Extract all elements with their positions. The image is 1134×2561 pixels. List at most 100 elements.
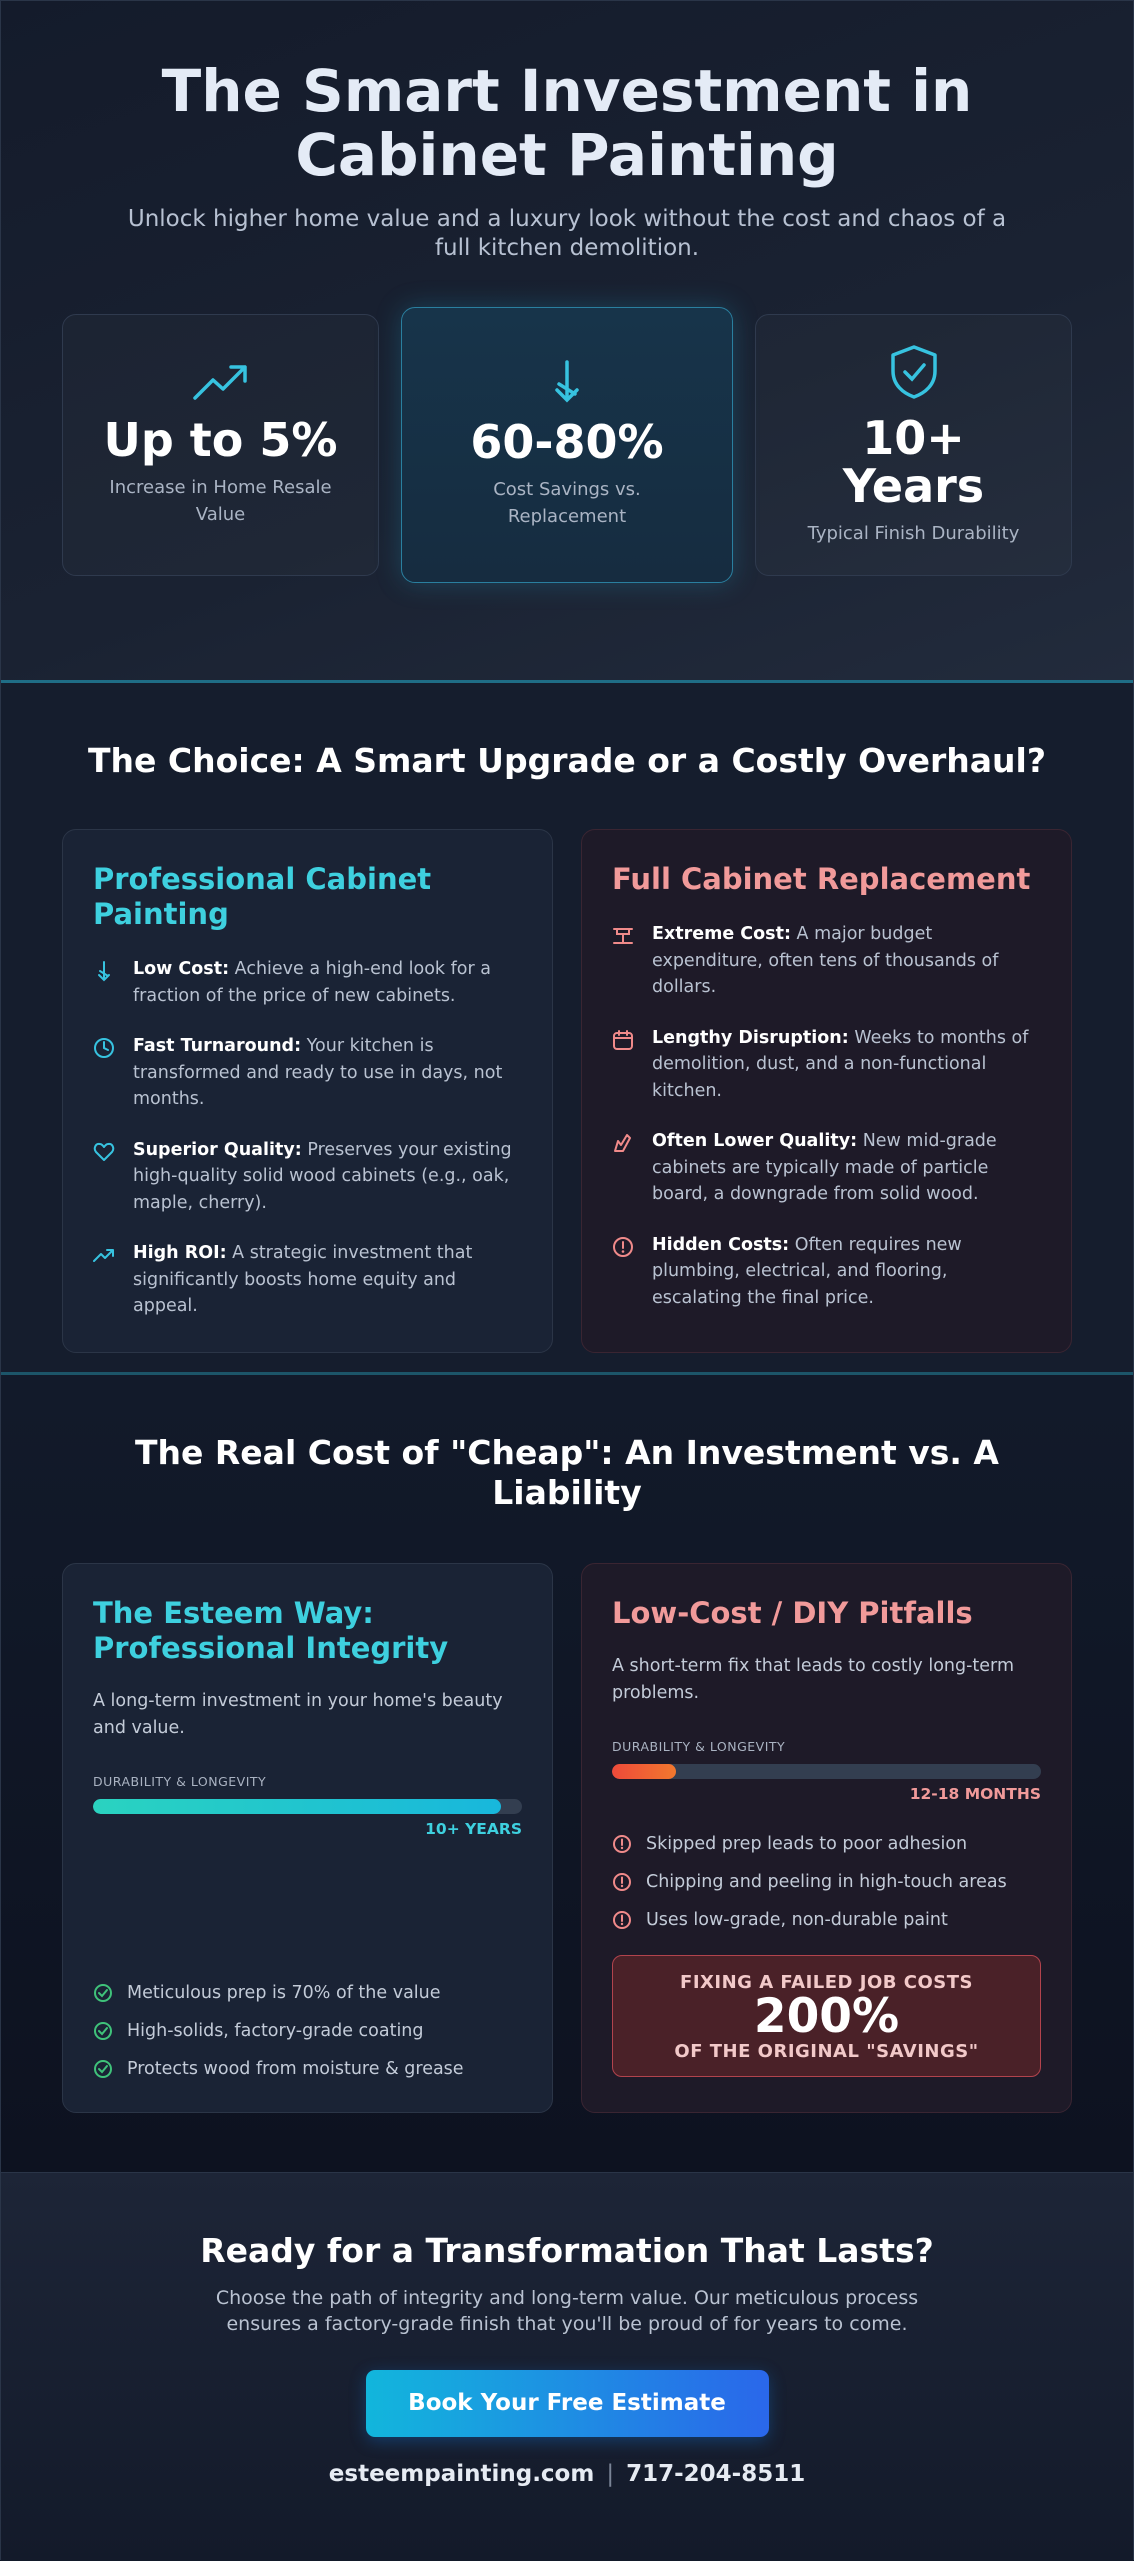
stat-card: 10+ Years Typical Finish Durability: [755, 314, 1072, 576]
item-text: Hidden Costs: Often requires new plumbin…: [652, 1232, 1041, 1312]
icon-down: [555, 360, 579, 403]
list-item: High ROI: A strategic investment that si…: [93, 1240, 522, 1320]
stat-value: Up to 5%: [103, 413, 338, 467]
item-body: A major budget expenditure, often tens o…: [652, 924, 999, 997]
meter-track: [93, 1799, 522, 1814]
stat-label: Typical Finish Durability: [807, 522, 1020, 544]
item-text: Low Cost: Achieve a high-end look for a …: [133, 956, 522, 1009]
replacement-card: Full Cabinet Replacement Extreme Cost: A…: [581, 829, 1072, 1353]
icon: [98, 961, 110, 982]
comparison-section: The Choice: A Smart Upgrade or a Costly …: [1, 683, 1133, 1375]
painting-card: Professional Cabinet Painting Low Cost: …: [62, 829, 553, 1353]
line-text: Chipping and peeling in high-touch areas: [646, 1872, 1007, 1892]
item-body: Often requires new plumbing, electrical,…: [652, 1234, 962, 1308]
cta-section: Ready for a Transformation That Lasts? C…: [1, 2172, 1133, 2561]
cards: The Esteem Way: Professional Integrity A…: [1, 1563, 1133, 2113]
cta-title: Ready for a Transformation That Lasts?: [200, 2231, 934, 2270]
list-line: Skipped prep leads to poor adhesion: [612, 1833, 1041, 1855]
item-body: Weeks to months of demolition, dust, and…: [652, 1027, 1029, 1101]
card-title: Full Cabinet Replacement: [612, 862, 1031, 896]
stat-label: Increase in Home Resale Value: [109, 477, 332, 525]
icon-warning: [613, 1835, 631, 1853]
check-list: Meticulous prep is 70% of the value High-…: [93, 1966, 522, 2080]
icon: [93, 1249, 114, 1262]
item-text: Superior Quality: Preserves your existin…: [133, 1137, 522, 1217]
item-label: Lengthy Disruption:: [652, 1027, 849, 1048]
stat-card: Up to 5% Increase in Home Resale Value: [62, 314, 379, 576]
icon: [94, 1038, 114, 1058]
issue-list: Skipped prep leads to poor adhesion Chipp…: [612, 1817, 1041, 1931]
hero-subtitle: Unlock higher home value and a luxury lo…: [127, 206, 1007, 261]
stat-value: 10+ Years: [842, 410, 985, 513]
list-line: Protects wood from moisture & grease: [93, 2058, 522, 2080]
list-line: Uses low-grade, non-durable paint: [612, 1909, 1041, 1931]
card-title: Professional Cabinet Painting: [93, 862, 432, 931]
line-text: Protects wood from moisture & grease: [127, 2059, 464, 2079]
line-text: Skipped prep leads to poor adhesion: [646, 1834, 968, 1854]
icon-check: [94, 2022, 112, 2040]
item-body: Achieve a high-end look for a fraction o…: [133, 959, 491, 1006]
list-line: High-solids, factory-grade coating: [93, 2020, 522, 2042]
item-label: Low Cost:: [133, 959, 230, 979]
cards: Professional Cabinet Painting Low Cost: …: [1, 829, 1133, 1353]
stat-label: Cost Savings vs. Replacement: [493, 479, 641, 527]
cta-button[interactable]: Book Your Free Estimate: [365, 2370, 769, 2437]
item-label: Fast Turnaround:: [133, 1036, 302, 1056]
meter-fill: [612, 1764, 677, 1779]
callout-value: 200%: [753, 1989, 900, 2044]
cost-section: The Real Cost of "Cheap": An Investment …: [1, 1375, 1133, 2172]
item-body: A strategic investment that significantl…: [133, 1243, 473, 1316]
icon-check: [94, 1984, 112, 2002]
list-item: Extreme Cost: A major budget expenditure…: [612, 921, 1041, 1001]
icon-trend: [192, 365, 247, 400]
stat-value: 60-80%: [470, 415, 664, 469]
meter-track: [612, 1764, 1041, 1779]
card-description: A short-term fix that leads to costly lo…: [612, 1656, 1014, 1703]
meter-label: DURABILITY & LONGEVITY: [93, 1774, 267, 1789]
callout-bottom: OF THE ORIGINAL "SAVINGS": [674, 2041, 979, 2062]
item-text: Extreme Cost: A major budget expenditure…: [652, 921, 1041, 1001]
list-item: Superior Quality: Preserves your existin…: [93, 1137, 522, 1217]
website[interactable]: esteempainting.com: [328, 2461, 595, 2487]
icon-shield: [890, 344, 937, 399]
line-text: Meticulous prep is 70% of the value: [127, 1983, 441, 2003]
pitfalls-card: Low-Cost / DIY Pitfalls A short-term fix…: [581, 1563, 1072, 2113]
esteem-card: The Esteem Way: Professional Integrity A…: [62, 1563, 553, 2113]
meter-value: 12-18 MONTHS: [909, 1785, 1041, 1803]
list-item: Fast Turnaround: Your kitchen is transfo…: [93, 1033, 522, 1113]
card-description: A long-term investment in your home's be…: [93, 1691, 503, 1738]
item-text: Often Lower Quality: New mid-grade cabin…: [652, 1128, 1041, 1208]
icon: [613, 928, 633, 944]
list-line: Chipping and peeling in high-touch areas: [612, 1871, 1041, 1893]
contact: esteempainting.com | 717-204-8511: [1, 2461, 1133, 2487]
separator: |: [606, 2461, 615, 2487]
icon: [614, 1134, 631, 1152]
phone[interactable]: 717-204-8511: [626, 2461, 806, 2487]
icon: [613, 1029, 633, 1050]
card-title: The Esteem Way: Professional Integrity: [93, 1596, 449, 1665]
cta-text: Choose the path of integrity and long-te…: [215, 2287, 919, 2335]
hero-title: The Smart Investment in Cabinet Painting: [161, 57, 973, 189]
callout: FIXING A FAILED JOB COSTS 200% OF THE OR…: [612, 1955, 1041, 2077]
icon-check: [94, 2060, 112, 2078]
line-text: Uses low-grade, non-durable paint: [646, 1910, 948, 1930]
item-text: Lengthy Disruption: Weeks to months of d…: [652, 1025, 1041, 1105]
item-text: Fast Turnaround: Your kitchen is transfo…: [133, 1033, 522, 1113]
item-text: High ROI: A strategic investment that si…: [133, 1240, 522, 1320]
meter-label: DURABILITY & LONGEVITY: [612, 1739, 786, 1754]
icon-warning: [613, 1873, 631, 1891]
item-body: Preserves your existing high-quality sol…: [133, 1139, 512, 1213]
list-item: Low Cost: Achieve a high-end look for a …: [93, 956, 522, 1009]
icon: [93, 1142, 115, 1161]
line-text: High-solids, factory-grade coating: [127, 2021, 424, 2041]
stats: Up to 5% Increase in Home Resale Value 6…: [1, 307, 1133, 583]
item-label: Often Lower Quality:: [652, 1131, 858, 1151]
item-label: Superior Quality:: [133, 1139, 302, 1160]
stat-card: 60-80% Cost Savings vs. Replacement: [401, 307, 733, 583]
icon: [613, 1236, 633, 1257]
item-body: New mid-grade cabinets are typically mad…: [652, 1131, 997, 1204]
icon-warning: [613, 1911, 631, 1929]
item-label: Hidden Costs:: [652, 1234, 790, 1255]
callout-top: FIXING A FAILED JOB COSTS: [680, 1972, 973, 1993]
